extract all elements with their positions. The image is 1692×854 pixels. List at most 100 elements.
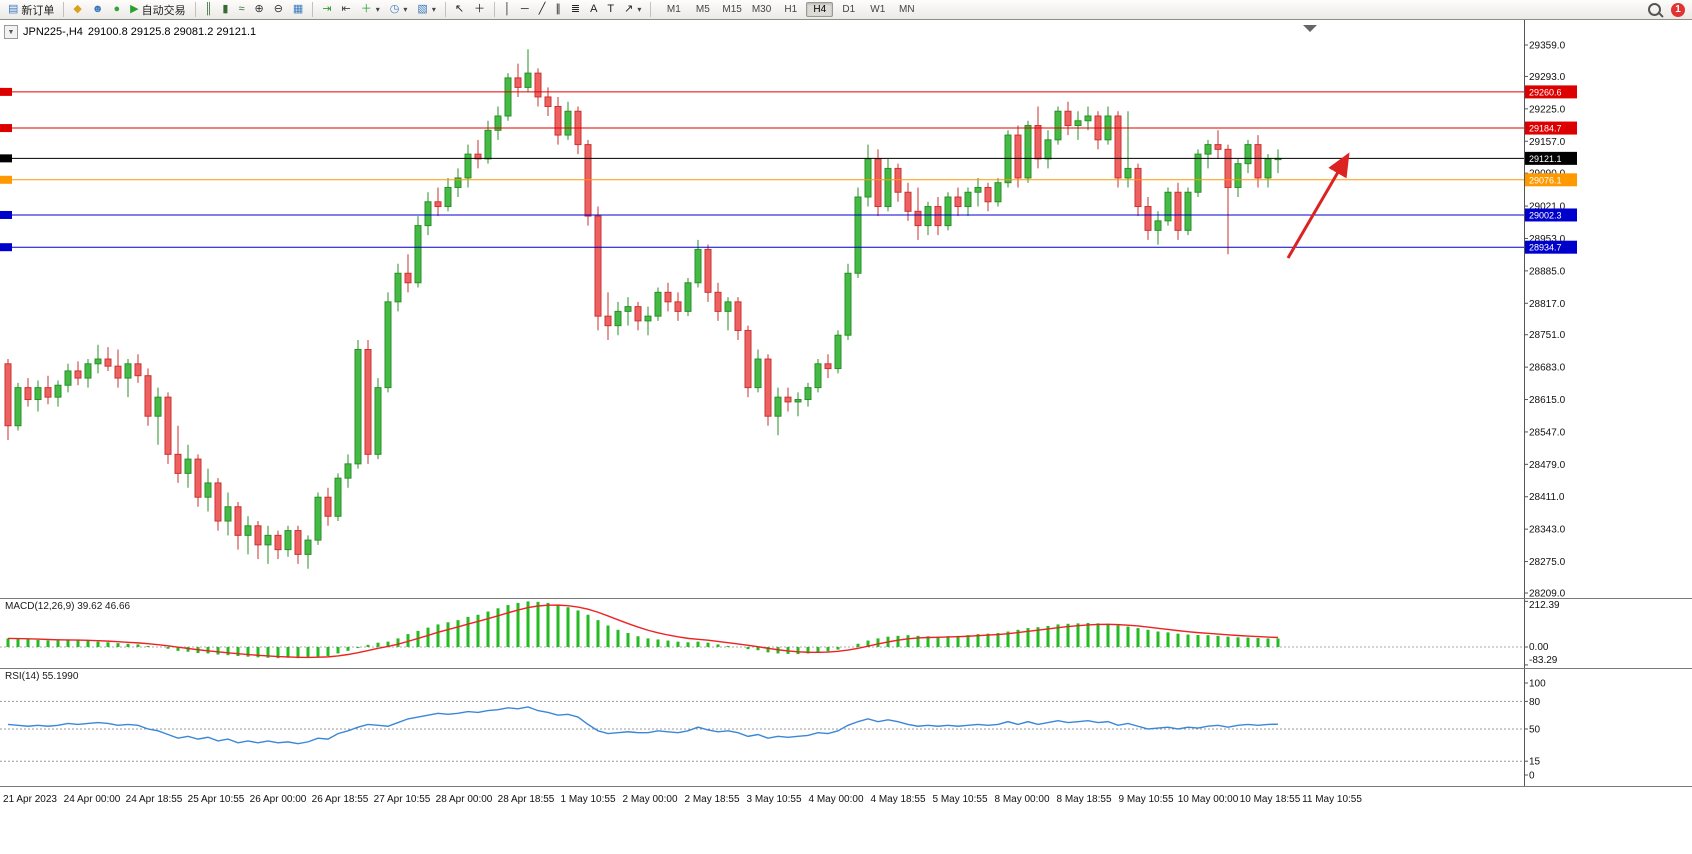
timeframe-m30-button[interactable]: M30 — [751, 4, 772, 15]
new-order-button[interactable]: ▤ 新订单 — [4, 0, 58, 19]
auto-trading-button-label: 自动交易 — [141, 4, 186, 17]
time-axis[interactable]: 21 Apr 2023 24 Apr 00:00 24 Apr 18:55 25 Ap… — [0, 787, 1692, 815]
candle-body — [954, 196, 962, 208]
candle-body — [544, 96, 552, 107]
timeframe-h1-button[interactable]: H1 — [784, 4, 798, 15]
horizontal-line-icon: ─ — [520, 3, 529, 15]
rsi-chart[interactable]: 100 80 50 15 0 — [0, 669, 1692, 786]
compass-icon: ◆ — [73, 3, 82, 15]
timeframe-m1-button[interactable]: M1 — [666, 4, 681, 15]
cursor-button[interactable]: ↖ — [451, 0, 468, 19]
price-tag — [1525, 240, 1577, 254]
candle-body — [424, 201, 432, 227]
auto-scroll-button[interactable]: ⇥ — [318, 0, 335, 19]
candlestick-chart-button[interactable]: ▮ — [218, 0, 232, 19]
new-order-icon: ▤ — [8, 3, 19, 15]
candle-body — [164, 396, 172, 455]
label-button[interactable]: T — [603, 0, 618, 19]
vertical-line-button[interactable]: │ — [500, 0, 515, 19]
candle-body — [864, 158, 872, 198]
templates-button[interactable]: ▧ ▾ — [413, 0, 439, 19]
candle-body — [504, 77, 512, 117]
zoom-in-button[interactable]: ⊕ — [250, 0, 267, 19]
timeframe-mn-button[interactable]: MN — [899, 4, 915, 15]
price-tag — [1525, 151, 1577, 165]
candle-body — [894, 167, 902, 193]
price-tick-label: 28411.0 — [1529, 492, 1565, 503]
candle-body — [1224, 148, 1232, 188]
time-axis-label: 2 May 00:00 — [622, 794, 678, 805]
notification-badge[interactable]: 1 — [1671, 2, 1685, 17]
panel-divider[interactable] — [0, 668, 1692, 669]
community-button[interactable]: ● — [109, 0, 124, 19]
price-tag-label: 29260.6 — [1529, 87, 1562, 97]
time-axis-label: 9 May 10:55 — [1118, 794, 1174, 805]
arrows-tool-button[interactable]: ↗ ▾ — [620, 0, 645, 19]
macd-panel: MACD(12,26,9) 39.62 46.66 212.39 0.00 -83.… — [0, 599, 1692, 668]
candle-body — [1174, 191, 1182, 231]
tile-windows-button[interactable]: ▦ — [289, 0, 307, 19]
macd-chart[interactable]: 212.39 0.00 -83.29 — [0, 599, 1692, 668]
chart-symbol-period: JPN225-,H4 — [23, 26, 83, 38]
candle-body — [484, 129, 492, 160]
candle-body — [134, 363, 142, 377]
channel-button[interactable]: ∥ — [551, 0, 565, 19]
hline-left-marker — [0, 243, 12, 252]
candlestick-chart[interactable]: 29359.029293.029225.029157.029090.029021… — [0, 20, 1692, 598]
indicators-icon: ＋ — [360, 3, 372, 15]
arrow-tool-icon: ↗ — [624, 3, 634, 15]
price-tick-label: 28615.0 — [1529, 395, 1566, 406]
price-tag-label: 28934.7 — [1529, 243, 1562, 253]
crosshair-button[interactable]: ＋ — [470, 0, 489, 19]
arrow-annotation[interactable] — [1286, 152, 1350, 259]
candle-body — [1134, 167, 1142, 208]
market-watch-button[interactable]: ◆ — [69, 0, 85, 19]
timeframe-m15-button[interactable]: M15 — [722, 4, 742, 15]
chart-shift-marker[interactable] — [1303, 25, 1317, 32]
candle-body — [274, 534, 282, 551]
candle-body — [174, 453, 182, 474]
profile-button[interactable]: ☻ — [88, 0, 108, 19]
candle-body — [534, 72, 542, 98]
line-chart-button[interactable]: ≈ — [234, 0, 248, 19]
bar-chart-button[interactable]: ║ — [201, 0, 217, 19]
candle-body — [1194, 153, 1202, 193]
price-tick-label: 28209.0 — [1529, 589, 1566, 599]
candle-body — [474, 153, 482, 160]
zoom-out-button[interactable]: ⊖ — [270, 0, 287, 19]
zoom-in-icon: ⊕ — [254, 3, 264, 15]
one-click-trading-toggle[interactable]: ▼ — [4, 25, 18, 39]
toolbar: ▤ 新订单 ◆ ☻ ● ▶ 自动交易 ║ ▮ ≈ ⊕ ⊖ ▦ ⇥ ⇤ ＋ ▾ ◷ ▾ ▧ ▾ ↖ ＋ │ ─ ╱ ∥ ≣ A T ↗ ▾ M1… — [0, 0, 1692, 20]
indicators-button[interactable]: ＋ ▾ — [357, 0, 384, 19]
candle-body — [1254, 144, 1262, 179]
candle-body — [224, 506, 232, 522]
candle-body — [114, 365, 122, 379]
candle-body — [1044, 139, 1052, 160]
candle-body — [1164, 191, 1172, 222]
candle-body — [244, 525, 252, 536]
trendline-button[interactable]: ╱ — [535, 0, 550, 19]
text-button[interactable]: A — [586, 0, 601, 19]
panel-divider[interactable] — [0, 598, 1692, 599]
price-tag — [1525, 173, 1577, 187]
time-axis-label: 24 Apr 18:55 — [125, 794, 183, 805]
rsi-scale-label: 15 — [1529, 757, 1541, 768]
bar-chart-icon: ║ — [204, 3, 213, 15]
price-tick-label: 28547.0 — [1529, 427, 1566, 438]
text-label-icon: T — [607, 3, 615, 15]
candle-body — [1244, 144, 1252, 165]
timeframe-m5-button[interactable]: M5 — [695, 4, 710, 15]
timeframe-d1-button[interactable]: D1 — [842, 4, 856, 15]
chart-shift-button[interactable]: ⇤ — [338, 0, 355, 19]
horizontal-line-button[interactable]: ─ — [517, 0, 533, 19]
price-tick-label: 28751.0 — [1529, 330, 1566, 341]
candle-body — [44, 387, 52, 398]
price-tag — [1525, 121, 1577, 135]
time-axis-label: 4 May 18:55 — [870, 794, 926, 805]
timeframe-h4-button[interactable]: H4 — [806, 2, 834, 17]
fibonacci-button[interactable]: ≣ — [567, 0, 584, 19]
timeframe-w1-button[interactable]: W1 — [870, 4, 886, 15]
auto-trading-button[interactable]: ▶ 自动交易 — [126, 0, 189, 19]
search-icon[interactable] — [1648, 3, 1661, 16]
periods-button[interactable]: ◷ ▾ — [386, 0, 412, 19]
